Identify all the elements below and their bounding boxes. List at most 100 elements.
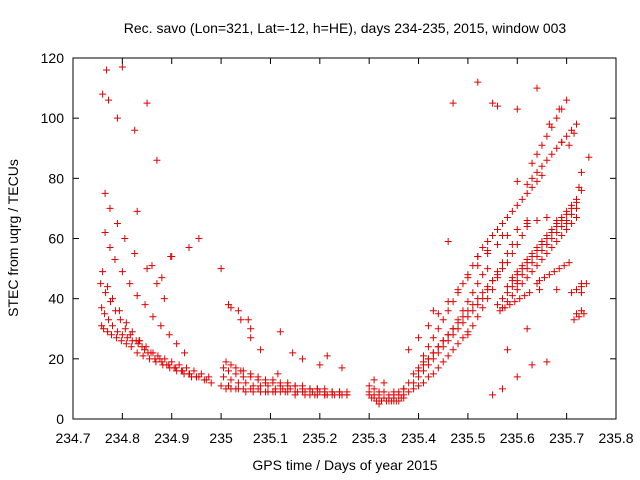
data-point: [538, 162, 546, 170]
data-point: [459, 280, 467, 288]
x-tick-label: 235.5: [450, 430, 485, 446]
data-point: [535, 286, 543, 294]
data-point: [484, 238, 492, 246]
x-tick-label: 234.8: [105, 430, 140, 446]
data-point: [508, 250, 516, 258]
data-point: [444, 331, 452, 339]
data-point: [328, 391, 336, 399]
data-point: [479, 304, 487, 312]
data-point: [101, 189, 109, 197]
data-point: [247, 373, 255, 381]
data-point: [247, 325, 255, 333]
data-point: [545, 271, 553, 279]
data-point: [217, 382, 225, 390]
data-point: [118, 331, 126, 339]
data-point: [533, 244, 541, 252]
data-point: [528, 268, 536, 276]
y-tick-label: 100: [41, 110, 65, 126]
data-point: [533, 84, 541, 92]
data-point: [299, 355, 307, 363]
data-point: [419, 379, 427, 387]
data-point: [97, 280, 105, 288]
data-point: [568, 289, 576, 297]
data-point: [474, 253, 482, 261]
data-point: [444, 298, 452, 306]
data-point: [523, 180, 531, 188]
data-point: [469, 289, 477, 297]
data-point: [513, 286, 521, 294]
x-tick-label: 234.9: [154, 430, 189, 446]
data-point: [419, 361, 427, 369]
data-point: [439, 316, 447, 324]
data-point: [496, 307, 504, 315]
data-point: [101, 228, 109, 236]
data-point: [195, 235, 203, 242]
data-point: [449, 325, 457, 333]
data-point: [568, 201, 576, 209]
data-point: [311, 391, 319, 399]
data-point: [122, 340, 130, 348]
data-point: [573, 120, 581, 128]
x-tick-label: 235: [209, 430, 233, 446]
data-point: [434, 310, 442, 318]
data-point: [508, 274, 516, 282]
data-point: [415, 334, 423, 342]
data-point: [498, 231, 506, 239]
data-point: [501, 304, 509, 312]
data-point: [563, 96, 571, 104]
data-point: [108, 295, 116, 303]
data-point: [498, 219, 506, 227]
data-point: [494, 102, 502, 110]
data-point: [538, 171, 546, 179]
chart-title: Rec. savo (Lon=321, Lat=-12, h=HE), days…: [124, 20, 567, 36]
y-tick-label: 120: [41, 50, 65, 66]
data-point: [385, 397, 393, 405]
data-point: [242, 388, 250, 396]
data-point: [516, 295, 524, 303]
data-point: [106, 204, 114, 212]
data-point: [168, 358, 176, 366]
data-point: [565, 259, 573, 267]
data-point: [494, 301, 502, 309]
data-point: [484, 283, 492, 291]
data-point: [102, 289, 110, 297]
data-point: [291, 382, 299, 390]
data-point: [224, 301, 232, 309]
data-point: [511, 298, 519, 306]
data-point: [570, 316, 578, 324]
data-point: [528, 361, 536, 369]
data-point: [513, 268, 521, 276]
data-point: [474, 295, 482, 303]
data-point: [224, 367, 232, 375]
data-point: [200, 376, 208, 384]
data-point: [222, 358, 230, 366]
data-point: [257, 346, 265, 354]
data-point: [338, 364, 346, 372]
data-point: [112, 334, 120, 342]
data-point: [136, 337, 144, 345]
data-point: [370, 376, 378, 384]
data-point: [454, 319, 462, 327]
data-point: [543, 231, 551, 239]
data-point: [142, 343, 150, 351]
data-point: [543, 213, 551, 221]
data-point: [121, 235, 129, 242]
data-point: [424, 343, 432, 351]
data-point: [575, 313, 583, 321]
data-point: [484, 247, 492, 255]
data-point: [523, 189, 531, 197]
data-point: [459, 334, 467, 342]
data-point: [568, 219, 576, 227]
data-point: [528, 174, 536, 182]
x-tick-label: 235.7: [549, 430, 584, 446]
data-point: [582, 280, 590, 288]
data-point: [380, 388, 388, 396]
data-point: [434, 325, 442, 333]
data-point: [165, 331, 173, 339]
data-point: [118, 63, 126, 71]
data-point: [254, 376, 262, 384]
data-point: [368, 394, 376, 402]
x-tick-label: 235.2: [302, 430, 337, 446]
data-point: [410, 370, 418, 378]
